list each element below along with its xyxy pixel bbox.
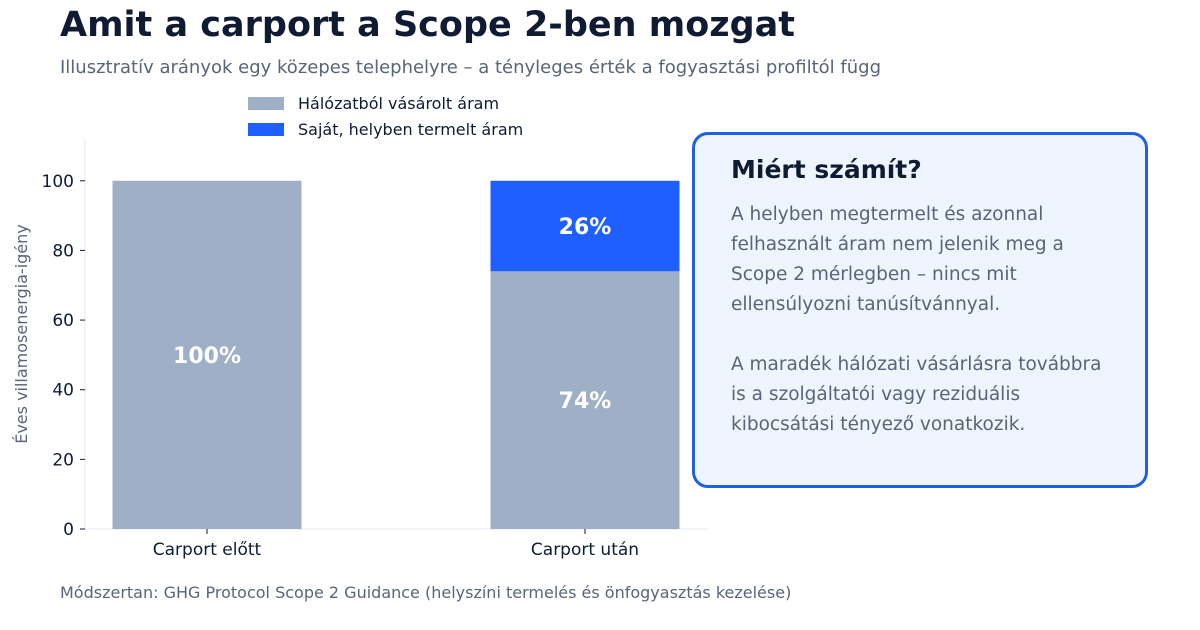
- x-category-label: Carport után: [531, 540, 639, 560]
- bar-own-generation: [490, 180, 680, 272]
- bar-value-label: 26%: [559, 215, 612, 240]
- bar-grid-purchase: [490, 271, 680, 529]
- y-axis-label: Éves villamosenergia-igény: [12, 224, 31, 444]
- y-tick-label: 100: [42, 172, 74, 192]
- legend-swatch-own: [248, 122, 284, 136]
- y-tick-label: 0: [63, 520, 74, 540]
- y-tick-label: 60: [52, 311, 74, 331]
- y-tick-label: 20: [52, 450, 74, 470]
- bar-grid-purchase: [112, 180, 302, 530]
- legend: Hálózatból vásárolt áram Saját, helyben …: [248, 90, 523, 142]
- callout-paragraph: A helyben megtermelt és azonnal felhaszn…: [731, 204, 1064, 315]
- chart-subtitle: Illusztratív arányok egy közepes telephe…: [60, 57, 881, 78]
- callout-box: Miért számít? A helyben megtermelt és az…: [692, 132, 1148, 488]
- methodology-footnote: Módszertan: GHG Protocol Scope 2 Guidanc…: [60, 583, 792, 602]
- legend-item-grid: Hálózatból vásárolt áram: [248, 90, 523, 116]
- callout-title: Miért számít?: [731, 155, 922, 184]
- legend-swatch-grid: [248, 96, 284, 110]
- bar-value-label: 74%: [559, 389, 612, 414]
- legend-item-own: Saját, helyben termelt áram: [248, 116, 523, 142]
- y-tick-label: 80: [52, 241, 74, 261]
- callout-paragraph: A maradék hálózati vásárlásra továbbra i…: [731, 354, 1102, 435]
- chart-title: Amit a carport a Scope 2-ben mozgat: [60, 5, 796, 45]
- bar-value-label: 100%: [173, 344, 241, 369]
- legend-label-own: Saját, helyben termelt áram: [298, 119, 524, 139]
- legend-label-grid: Hálózatból vásárolt áram: [298, 93, 500, 113]
- x-category-label: Carport előtt: [153, 540, 262, 560]
- y-tick-label: 40: [52, 381, 74, 401]
